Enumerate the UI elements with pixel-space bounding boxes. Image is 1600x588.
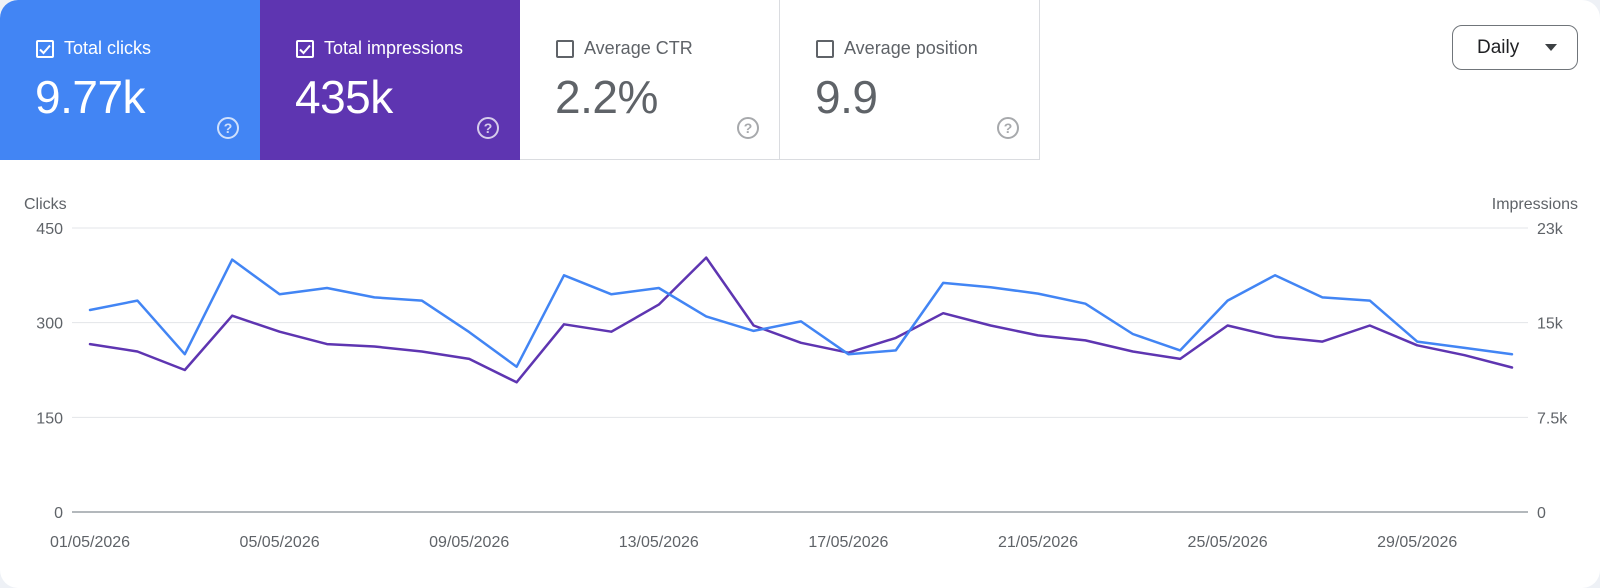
x-tick-label: 17/05/2026 (808, 534, 888, 551)
average-ctr-toggle[interactable]: Average CTR (556, 38, 693, 59)
dropdown-caret-icon (1545, 44, 1557, 51)
help-circle-icon[interactable]: ? (737, 117, 759, 139)
metric-label: Average CTR (584, 38, 693, 58)
y-tick-label-right: 23k (1537, 221, 1564, 238)
y-tick-label-left: 450 (36, 221, 63, 238)
y-tick-label-right: 7.5k (1537, 410, 1568, 427)
average-position-card[interactable]: Average position 9.9 ? (780, 0, 1040, 160)
help-circle-icon[interactable]: ? (477, 117, 499, 139)
metric-value: 9.77k (35, 71, 146, 123)
right-axis-title: Impressions (1492, 196, 1578, 213)
average-position-toggle[interactable]: Average position (816, 38, 978, 59)
x-tick-label: 25/05/2026 (1188, 534, 1268, 551)
left-axis-title: Clicks (24, 196, 67, 213)
period-dropdown-label: Daily (1477, 36, 1520, 58)
metric-value: 435k (295, 71, 393, 123)
x-tick-label: 09/05/2026 (429, 534, 509, 551)
total-impressions-card[interactable]: Total impressions 435k ? (260, 0, 520, 160)
metric-value: 2.2% (555, 71, 658, 123)
total-clicks-toggle[interactable]: Total clicks (36, 38, 151, 59)
total-clicks-card[interactable]: Total clicks 9.77k ? (0, 0, 260, 160)
x-tick-label: 05/05/2026 (240, 534, 320, 551)
y-tick-label-right: 0 (1537, 505, 1546, 522)
y-tick-label-left: 150 (36, 410, 63, 427)
metric-label: Average position (844, 38, 978, 58)
checkbox-checked-icon[interactable] (36, 39, 54, 58)
axis-labels: Clicks Impressions 0 0 150 7.5k 300 15k 450 23k… (24, 196, 1578, 551)
series-lines (88, 256, 1514, 384)
checkbox-unchecked-icon[interactable] (816, 39, 834, 58)
period-dropdown[interactable]: Daily (1452, 25, 1578, 70)
y-tick-label-right: 15k (1537, 316, 1564, 333)
y-tick-label-left: 300 (36, 316, 63, 333)
total-impressions-toggle[interactable]: Total impressions (296, 38, 463, 59)
y-tick-label-left: 0 (54, 505, 63, 522)
x-tick-label: 29/05/2026 (1377, 534, 1457, 551)
help-circle-icon[interactable]: ? (217, 117, 239, 139)
series-line-impressions (88, 256, 1514, 384)
average-ctr-card[interactable]: Average CTR 2.2% ? (520, 0, 780, 160)
x-tick-label: 13/05/2026 (619, 534, 699, 551)
checkbox-checked-icon[interactable] (296, 39, 314, 58)
series-line-clicks (88, 258, 1514, 369)
metric-value: 9.9 (815, 71, 878, 123)
x-tick-label: 01/05/2026 (50, 534, 130, 551)
help-circle-icon[interactable]: ? (997, 117, 1019, 139)
metric-label: Total clicks (64, 38, 152, 58)
metric-tabs: Total clicks 9.77k ? Total impressions 4… (0, 0, 1040, 160)
checkbox-unchecked-icon[interactable] (556, 39, 574, 58)
gridlines (72, 227, 1528, 513)
x-tick-label: 21/05/2026 (998, 534, 1078, 551)
metric-label: Total impressions (324, 38, 464, 58)
